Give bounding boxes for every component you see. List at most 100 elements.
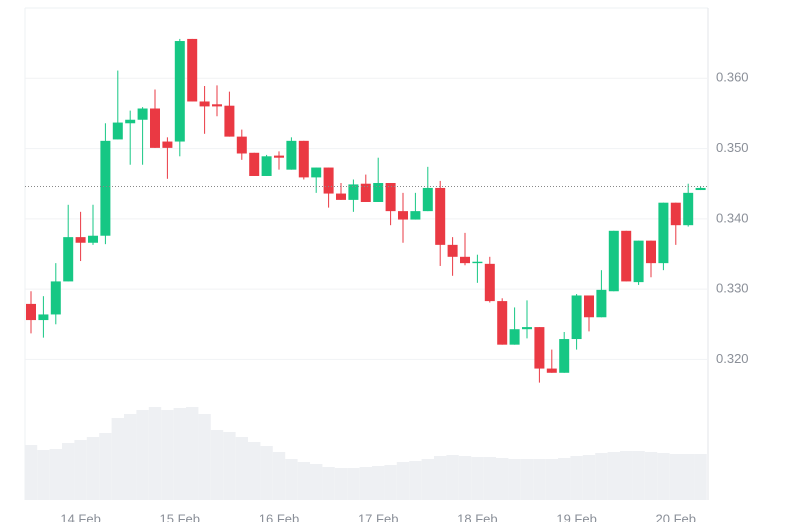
- candle-body: [633, 240, 644, 283]
- volume-bar: [136, 410, 149, 500]
- volume-bar: [533, 459, 546, 500]
- volume-bar: [62, 443, 75, 500]
- candle-body: [63, 237, 74, 282]
- candle-body: [199, 101, 210, 107]
- candle-body: [398, 211, 408, 220]
- candle-body: [695, 187, 706, 191]
- candle-body: [596, 289, 607, 318]
- candle-body: [522, 327, 532, 330]
- y-tick-label: 0.330: [716, 281, 749, 296]
- candle-body: [497, 301, 508, 345]
- volume-bar: [632, 451, 645, 500]
- candle-body: [174, 41, 185, 142]
- candle-body: [422, 187, 433, 212]
- volume-bar: [558, 458, 571, 500]
- candle-body: [683, 192, 694, 226]
- candle-body: [298, 140, 309, 178]
- candle-body: [410, 211, 421, 220]
- volume-bar: [434, 456, 447, 500]
- volume-bar: [322, 467, 335, 500]
- candle-body: [571, 295, 582, 340]
- candle-body: [150, 108, 160, 148]
- volume-bar: [582, 455, 596, 500]
- candle-body: [261, 156, 272, 176]
- x-tick-label: 17 Feb: [358, 511, 398, 522]
- candle-body: [286, 140, 297, 170]
- candle-body: [584, 295, 594, 318]
- volume-bar: [210, 430, 224, 500]
- volume-bar: [372, 466, 385, 500]
- volume-bar: [570, 456, 583, 500]
- candle-body: [509, 329, 520, 345]
- candle-body: [236, 136, 247, 154]
- volume-bar: [223, 432, 236, 500]
- y-tick-label: 0.350: [716, 140, 749, 155]
- volume-bar: [644, 452, 658, 500]
- volume-bar: [260, 446, 273, 500]
- volume-bar: [235, 437, 248, 500]
- candle-body: [274, 155, 284, 158]
- candle-body: [249, 152, 260, 176]
- volume-bar: [669, 454, 682, 500]
- volume-bar: [446, 455, 459, 500]
- volume-bar: [74, 440, 87, 500]
- candle-body: [472, 261, 483, 264]
- y-tick-label: 0.320: [716, 351, 749, 366]
- candle-body: [38, 314, 49, 321]
- x-tick-label: 14 Feb: [60, 511, 100, 522]
- candle-body: [187, 38, 198, 102]
- volume-bar: [186, 407, 199, 500]
- candle-body: [323, 167, 334, 194]
- candle-body: [373, 183, 384, 202]
- volume-bar: [595, 453, 608, 500]
- candle-body: [546, 368, 557, 373]
- volume-bar: [508, 459, 521, 500]
- volume-bar: [347, 468, 360, 500]
- candle-body: [608, 230, 619, 292]
- volume-bar: [334, 468, 348, 500]
- candle-body: [311, 167, 322, 178]
- candle-body: [137, 108, 148, 120]
- candle-body: [50, 281, 61, 315]
- candle-body: [125, 119, 136, 124]
- volume-bar: [49, 449, 62, 500]
- candle-body: [112, 122, 123, 140]
- volume-bar: [161, 410, 174, 500]
- y-tick-label: 0.340: [716, 210, 749, 225]
- candle-body: [484, 263, 495, 302]
- candle-body: [385, 183, 396, 212]
- candle-body: [75, 237, 86, 243]
- volume-bar: [111, 418, 124, 500]
- candle-body: [336, 193, 346, 200]
- x-tick-label: 19 Feb: [556, 511, 596, 522]
- candle-body: [26, 303, 36, 321]
- volume-bar: [99, 433, 112, 500]
- volume-bar: [483, 457, 496, 500]
- candle-body: [212, 104, 222, 107]
- candle-body: [621, 230, 632, 282]
- candle-body: [162, 141, 173, 148]
- candle-body: [460, 256, 470, 264]
- volume-bar: [409, 461, 422, 500]
- x-tick-label: 15 Feb: [160, 511, 200, 522]
- volume-bar: [421, 459, 434, 500]
- x-tick-label: 20 Feb: [656, 511, 696, 522]
- x-tick-label: 18 Feb: [457, 511, 497, 522]
- volume-bar: [148, 407, 162, 500]
- candle-body: [534, 327, 545, 369]
- candle-body: [447, 244, 458, 257]
- volume-bar: [198, 414, 211, 500]
- volume-bar: [396, 462, 410, 500]
- volume-bar: [86, 437, 100, 500]
- candle-body: [100, 140, 111, 236]
- volume-bar: [682, 454, 695, 500]
- candle-body: [360, 183, 371, 202]
- volume-bar: [173, 408, 186, 500]
- volume-bar: [545, 459, 558, 500]
- volume-bar: [297, 462, 310, 500]
- volume-bar: [359, 467, 372, 500]
- volume-bar: [607, 452, 620, 500]
- volume-bar: [496, 458, 509, 500]
